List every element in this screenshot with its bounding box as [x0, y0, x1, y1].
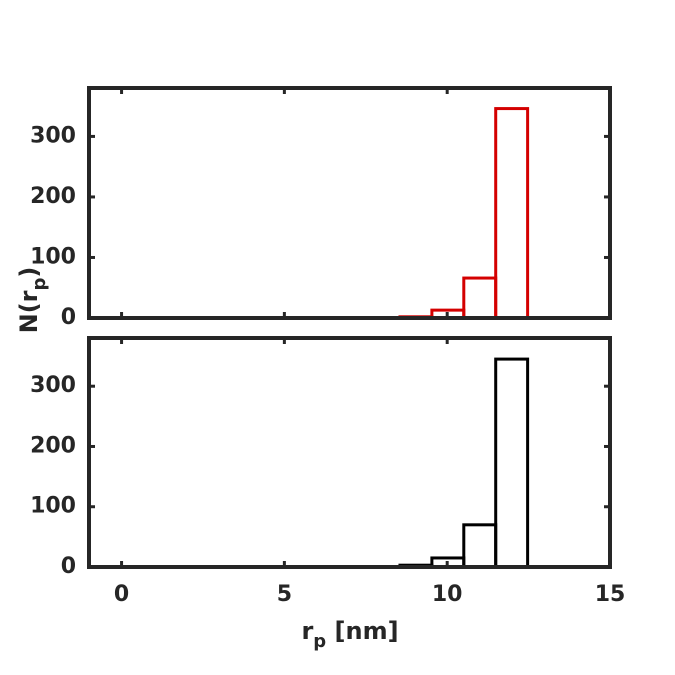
- x-tick-label: 15: [595, 582, 626, 607]
- histogram-bar: [462, 523, 498, 569]
- histogram-bar: [494, 357, 530, 569]
- y-tick-label: 200: [30, 184, 76, 209]
- x-tick-label: 10: [432, 582, 463, 607]
- x-axis-label-part: r: [301, 617, 313, 645]
- x-axis-label-part: p: [313, 631, 326, 652]
- y-tick-label: 0: [61, 305, 76, 330]
- y-tick-label: 100: [30, 494, 76, 519]
- x-axis-label-part: [nm]: [326, 617, 398, 645]
- y-tick-label: 100: [30, 244, 76, 269]
- y-axis-label-part: N(r: [15, 290, 43, 333]
- histogram-bar: [494, 107, 530, 320]
- y-tick-label: 200: [30, 433, 76, 458]
- x-tick-label: 5: [277, 582, 292, 607]
- y-tick-label: 300: [30, 373, 76, 398]
- y-tick-label: 0: [61, 554, 76, 579]
- axes-frame: [87, 336, 612, 569]
- histogram-bar: [462, 276, 498, 320]
- x-tick-label: 0: [114, 582, 129, 607]
- y-axis-label-part: ): [15, 267, 43, 278]
- y-axis-label-part: p: [29, 277, 50, 290]
- y-axis-label: N(rp): [15, 267, 50, 334]
- x-axis-label: rp [nm]: [301, 617, 398, 652]
- y-tick-label: 300: [30, 123, 76, 148]
- axes-frame: [87, 86, 612, 320]
